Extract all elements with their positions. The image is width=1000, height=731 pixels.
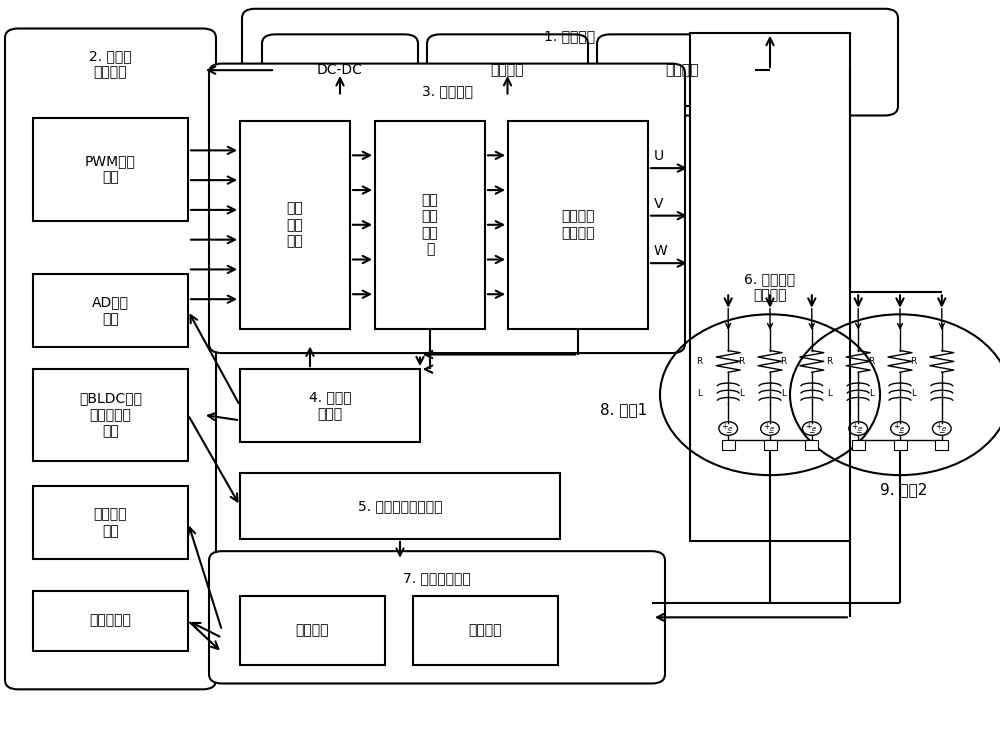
Text: 双BLDC电机
检测与切换
控制: 双BLDC电机 检测与切换 控制 bbox=[79, 392, 142, 438]
Text: L: L bbox=[827, 389, 832, 398]
Bar bbox=[508, 121, 648, 329]
Text: +: + bbox=[893, 422, 899, 431]
Text: 霍尔序列
检测: 霍尔序列 检测 bbox=[94, 507, 127, 538]
Bar bbox=[722, 440, 735, 450]
Text: −: − bbox=[897, 428, 903, 437]
Text: L: L bbox=[697, 389, 702, 398]
Text: e: e bbox=[942, 426, 946, 432]
Text: PWM控制
模块: PWM控制 模块 bbox=[85, 154, 136, 185]
Text: 信号调理: 信号调理 bbox=[469, 624, 502, 637]
Text: 4. 电流检
测电路: 4. 电流检 测电路 bbox=[309, 390, 351, 421]
Bar bbox=[33, 486, 188, 559]
Text: 2. 单片机
控制模块: 2. 单片机 控制模块 bbox=[89, 49, 132, 79]
Text: AD采样
模块: AD采样 模块 bbox=[92, 295, 129, 326]
Bar bbox=[935, 440, 948, 450]
Text: DC-DC: DC-DC bbox=[317, 63, 363, 77]
Text: 8. 电机1: 8. 电机1 bbox=[600, 402, 647, 417]
Text: 信号
调理
电路: 信号 调理 电路 bbox=[287, 202, 303, 248]
FancyBboxPatch shape bbox=[209, 64, 685, 353]
Text: 功率
管驱
动电
路: 功率 管驱 动电 路 bbox=[422, 194, 438, 256]
Text: e: e bbox=[728, 426, 732, 432]
Text: −: − bbox=[809, 428, 815, 437]
Text: e: e bbox=[858, 426, 862, 432]
Bar bbox=[375, 121, 485, 329]
Text: U: U bbox=[654, 149, 664, 164]
Bar bbox=[240, 369, 420, 442]
Text: R: R bbox=[868, 357, 875, 366]
Text: −: − bbox=[725, 428, 731, 437]
Text: −: − bbox=[855, 428, 861, 437]
Bar bbox=[852, 440, 865, 450]
Text: 计数器模块: 计数器模块 bbox=[90, 613, 131, 628]
Bar bbox=[764, 440, 777, 450]
FancyBboxPatch shape bbox=[209, 551, 665, 683]
Text: 3. 驱动模块: 3. 驱动模块 bbox=[422, 84, 473, 98]
Bar bbox=[33, 591, 188, 651]
FancyBboxPatch shape bbox=[597, 34, 768, 106]
Bar bbox=[240, 121, 350, 329]
Bar bbox=[240, 596, 385, 665]
Text: L: L bbox=[911, 389, 916, 398]
Text: R: R bbox=[738, 357, 745, 366]
Text: 切换电路: 切换电路 bbox=[296, 624, 329, 637]
Text: 7. 霍尔切换模块: 7. 霍尔切换模块 bbox=[403, 572, 471, 586]
Bar bbox=[33, 369, 188, 461]
Text: +: + bbox=[935, 422, 941, 431]
Text: +: + bbox=[763, 422, 769, 431]
Bar bbox=[33, 274, 188, 347]
Text: R: R bbox=[910, 357, 916, 366]
Text: 6. 三相输出
切换电路: 6. 三相输出 切换电路 bbox=[744, 272, 796, 302]
Text: e: e bbox=[812, 426, 816, 432]
Text: 5. 光耦隔离放大电路: 5. 光耦隔离放大电路 bbox=[358, 499, 442, 513]
Text: e: e bbox=[770, 426, 774, 432]
FancyBboxPatch shape bbox=[427, 34, 588, 106]
Text: L: L bbox=[781, 389, 786, 398]
Text: R: R bbox=[696, 357, 703, 366]
Text: +: + bbox=[805, 422, 811, 431]
Bar bbox=[240, 473, 560, 539]
Bar bbox=[894, 440, 907, 450]
FancyBboxPatch shape bbox=[5, 29, 216, 689]
Text: e: e bbox=[900, 426, 904, 432]
FancyBboxPatch shape bbox=[262, 34, 418, 106]
Text: L: L bbox=[869, 389, 874, 398]
Bar bbox=[690, 33, 850, 541]
Text: 滤波电路: 滤波电路 bbox=[491, 63, 524, 77]
Text: −: − bbox=[939, 428, 945, 437]
Text: −: − bbox=[767, 428, 773, 437]
Bar bbox=[33, 118, 188, 221]
Text: L: L bbox=[739, 389, 744, 398]
Text: W: W bbox=[654, 244, 668, 259]
FancyBboxPatch shape bbox=[242, 9, 898, 115]
Text: +: + bbox=[721, 422, 728, 431]
Text: 9. 电机2: 9. 电机2 bbox=[880, 482, 927, 497]
Text: 三相桥式
逆变电路: 三相桥式 逆变电路 bbox=[561, 210, 595, 240]
Text: 1. 电源模块: 1. 电源模块 bbox=[544, 29, 596, 43]
Text: R: R bbox=[826, 357, 833, 366]
Text: R: R bbox=[780, 357, 786, 366]
Text: 保护电路: 保护电路 bbox=[666, 63, 699, 77]
Bar bbox=[413, 596, 558, 665]
Text: V: V bbox=[654, 197, 664, 211]
Text: +: + bbox=[851, 422, 858, 431]
Bar bbox=[805, 440, 818, 450]
